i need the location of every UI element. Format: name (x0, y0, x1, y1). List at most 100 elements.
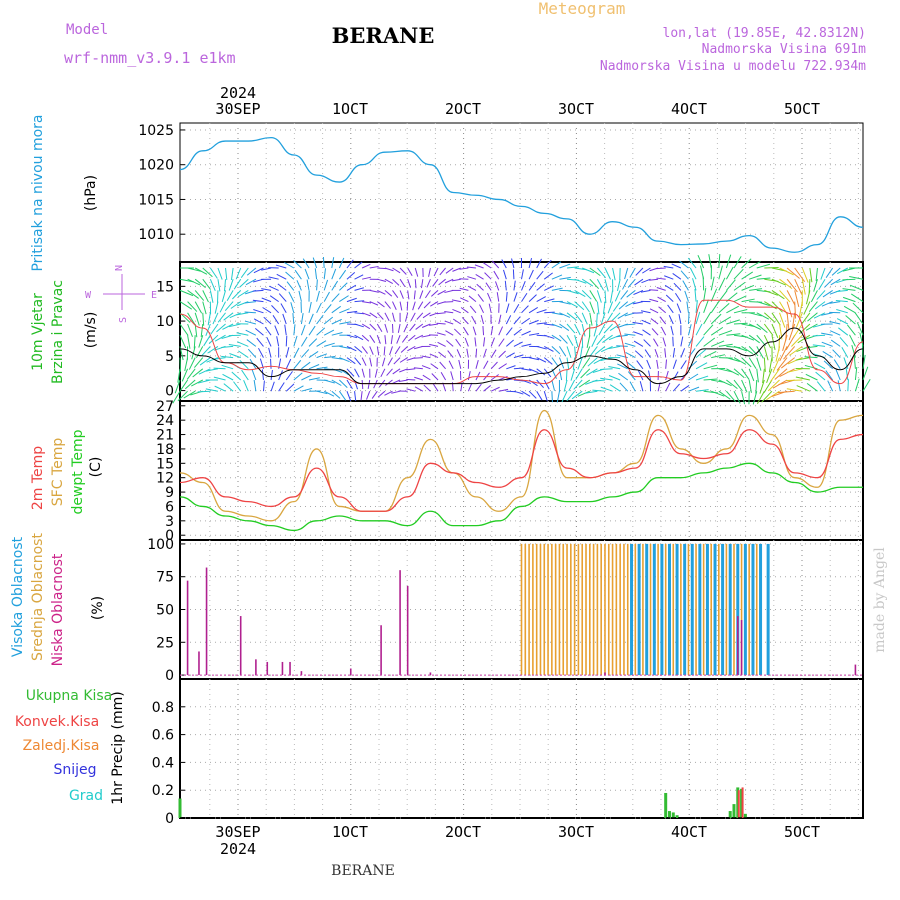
wind-arrow (695, 362, 708, 370)
wind-arrow (771, 335, 776, 350)
wind-arrow (392, 368, 401, 375)
wind-arrow (377, 267, 387, 270)
wind-arrow (589, 346, 598, 357)
wind-arrow (830, 339, 841, 347)
high-cloud-bar (690, 543, 694, 676)
wind-arrow (361, 346, 368, 354)
wind-arrow (210, 323, 219, 335)
wind-arrow (293, 372, 303, 381)
wind-arrow (665, 382, 671, 392)
wind-arrow (384, 301, 391, 309)
wind-arrow (223, 279, 227, 292)
wind-arrow (600, 386, 613, 392)
wind-arrow (574, 323, 581, 336)
wind-arrow (566, 357, 570, 370)
wind-arrow (415, 323, 424, 330)
wind-arrow (187, 335, 191, 349)
wind-arrow (505, 303, 510, 313)
wind-arrow (587, 357, 598, 367)
wind-arrow (439, 361, 446, 370)
wind-arrow (672, 347, 676, 358)
wind-arrow (862, 378, 871, 392)
wind-arrow (835, 289, 848, 293)
wind-arrow (710, 326, 724, 336)
wind-arrow (604, 279, 609, 292)
wind-arrow (196, 346, 204, 359)
wind-arrow (472, 326, 477, 336)
wind-arrow (278, 370, 283, 381)
wind-arrow (301, 349, 310, 358)
wind-arrow (733, 322, 748, 325)
wind-arrow (301, 387, 313, 392)
wind-arrow (429, 323, 439, 326)
wind-arrow (477, 293, 484, 302)
wind-arrow (399, 290, 404, 299)
wind-arrow (756, 323, 768, 333)
y-tick-label: 0 (165, 384, 174, 400)
wind-arrow (675, 292, 682, 302)
bottom-year: 2024 (220, 840, 256, 858)
wind-arrow (429, 353, 439, 359)
wind-arrow (805, 290, 811, 305)
wind-arrow (466, 266, 477, 269)
wind-arrow (384, 390, 393, 396)
wind-arrow (498, 350, 506, 358)
wind-arrow (296, 280, 302, 291)
wind-arrow (815, 371, 826, 381)
wind-arrow (582, 267, 595, 274)
wind-arrow (511, 258, 515, 269)
wind-arrow (776, 357, 788, 371)
wind-arrow (360, 391, 363, 401)
wind-arrow (513, 367, 524, 370)
wind-arrow (246, 339, 257, 347)
y-tick-label: 0.8 (152, 700, 174, 716)
wind-arrow (579, 346, 583, 359)
wind-arrow (386, 368, 393, 376)
wind-arrow (536, 368, 546, 376)
wind-arrow (536, 270, 544, 280)
wind-arrow (376, 346, 380, 356)
wind-arrow (577, 390, 590, 397)
wind-arrow (627, 371, 636, 381)
wind-arrow (733, 390, 741, 404)
wind-arrow (710, 300, 720, 314)
wind-arrow (288, 291, 295, 302)
wind-arrow (339, 321, 351, 325)
wind-arrow (261, 288, 272, 291)
wind-arrow (575, 368, 583, 380)
wind-arrow (733, 368, 745, 379)
top-tick-labels: 30SEP 1OCT 2OCT 3OCT 4OCT 5OCT (215, 100, 820, 118)
wind-arrow (439, 267, 446, 276)
wind-arrow (574, 335, 579, 348)
wind-arrow (230, 267, 234, 280)
wind-arrow (763, 323, 774, 336)
wind-arrow (308, 338, 318, 347)
high-cloud-bar (721, 543, 725, 676)
wind-arrow (479, 304, 485, 314)
wind-arrow (733, 268, 744, 280)
wind-arrow (513, 354, 524, 359)
wind-arrow (380, 368, 386, 378)
wind-arrow (444, 278, 454, 284)
wind-arrow (308, 364, 320, 370)
wind-arrow (574, 312, 583, 323)
wind-arrow (586, 368, 598, 376)
wind-arrow (410, 312, 416, 321)
wind-arrow (226, 290, 234, 302)
wind-arrow (187, 289, 199, 299)
wind-arrow (331, 268, 337, 280)
wind-arrow (687, 257, 697, 269)
wind-arrow (624, 342, 636, 347)
wind-arrow (483, 262, 492, 269)
wind-arrow (786, 290, 796, 306)
compass-south: S (118, 317, 129, 323)
wind-arrow (293, 385, 304, 392)
wind-arrow (571, 390, 583, 400)
wind-arrow (506, 365, 516, 370)
wind-arrow (361, 312, 371, 317)
wind-arrow (428, 267, 431, 277)
wind-arrow (448, 360, 454, 370)
wind-arrow (741, 345, 754, 355)
wind-arrow (823, 360, 833, 370)
wind-arrow (235, 267, 242, 280)
